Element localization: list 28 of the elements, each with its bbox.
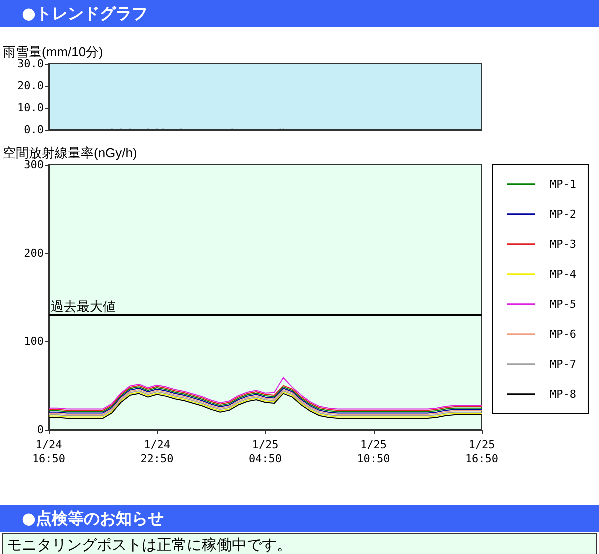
x-tick-label: 1/24 22:50 xyxy=(140,438,174,466)
x-tick-label: 1/25 04:50 xyxy=(248,438,282,466)
text: モニタリングポストは正常に稼働中です。 xyxy=(2,533,597,554)
ref-line-label: 過去最大値 xyxy=(51,299,116,314)
y-tick-label: 30.0 xyxy=(18,58,44,70)
y-tick-label: 10.0 xyxy=(18,102,44,114)
legend-label: MP-6 xyxy=(550,328,576,341)
legend-label: MP-7 xyxy=(550,358,576,371)
y-tick-label: 0 xyxy=(37,424,44,436)
y-tick-label: 0.0 xyxy=(24,124,44,136)
legend-label: MP-5 xyxy=(550,298,576,311)
line-series xyxy=(48,377,482,410)
legend-label: MP-1 xyxy=(550,178,576,191)
chart-title: ●トレンドグラフ xyxy=(0,0,599,27)
y-tick-label: 20.0 xyxy=(18,80,44,92)
y-axis-title: 空間放射線量率(nGy/h) xyxy=(3,146,138,161)
legend-label: MP-2 xyxy=(550,208,576,221)
text: ●点検等のお知らせ xyxy=(0,505,599,532)
y-tick-label: 200 xyxy=(24,246,44,260)
legend-label: MP-4 xyxy=(550,268,577,281)
legend-label: MP-3 xyxy=(550,238,576,251)
y-axis-title: 雨雪量(mm/10分) xyxy=(3,44,104,60)
x-tick-label: 1/24 16:50 xyxy=(32,438,66,466)
legend-label: MP-8 xyxy=(550,388,576,401)
x-tick-label: 1/25 10:50 xyxy=(357,438,390,466)
y-tick-label: 300 xyxy=(24,158,44,172)
x-tick-label: 1/25 16:50 xyxy=(465,438,499,466)
y-tick-label: 100 xyxy=(24,335,44,348)
